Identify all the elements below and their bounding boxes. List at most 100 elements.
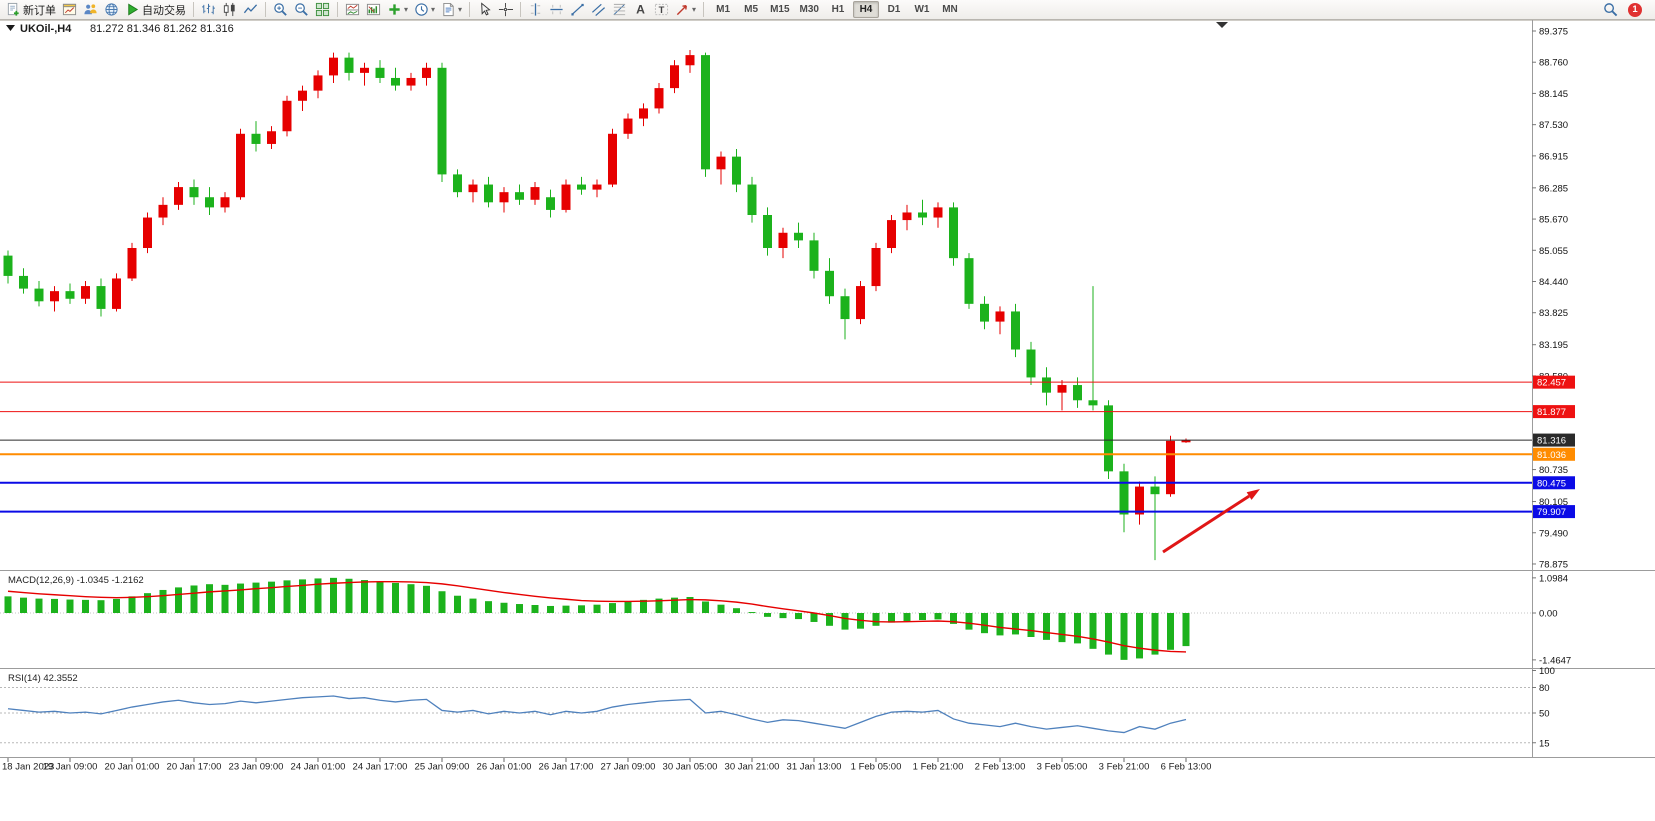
macd-axis-label: 1.0984 — [1539, 573, 1568, 584]
price-axis-label: 89.375 — [1539, 27, 1568, 38]
candle-body — [933, 207, 943, 218]
indicator-list-button[interactable] — [363, 1, 384, 19]
trendline-button[interactable] — [567, 1, 588, 19]
fibonacci-button[interactable] — [609, 1, 630, 19]
candle-body — [546, 197, 555, 210]
new-chart-button[interactable] — [59, 1, 80, 19]
crosshair-button[interactable] — [495, 1, 516, 19]
arrows-dropdown[interactable]: ▾ — [672, 1, 699, 19]
macd-histogram-bar — [144, 593, 151, 613]
macd-histogram-bar — [748, 612, 756, 614]
search-button[interactable] — [1600, 1, 1621, 19]
add-indicator-dropdown[interactable]: ▾ — [384, 1, 411, 19]
timeframe-button-M30[interactable]: M30 — [799, 4, 819, 15]
new-order-button[interactable]: 新订单 — [3, 1, 59, 19]
candle-body — [716, 156, 726, 170]
horizontal-line-button[interactable] — [546, 1, 567, 19]
periods-dropdown[interactable]: ▾ — [411, 1, 438, 19]
candle — [871, 242, 881, 292]
timeframe-button-M15[interactable]: M15 — [770, 4, 790, 15]
vertical-line-button[interactable] — [525, 1, 546, 19]
price-axis[interactable]: 89.375 88.760 88.145 87.530 86.915 86.285 85.6… — [1532, 27, 1575, 750]
macd-histogram-bar — [810, 613, 818, 622]
timeframe-button-W1[interactable]: W1 — [914, 4, 930, 15]
time-axis-label: 30 Jan 05:00 — [663, 762, 718, 773]
trend-arrow-object[interactable] — [1162, 494, 1250, 554]
zoom-out-button[interactable] — [291, 1, 312, 19]
bar-chart-button[interactable] — [198, 1, 219, 19]
candlestick-chart-icon — [222, 2, 237, 17]
candle-body — [437, 67, 447, 175]
timeframe-button-MN[interactable]: MN — [942, 4, 958, 15]
candle — [670, 60, 679, 94]
candle-body — [825, 270, 834, 297]
line-chart-button[interactable] — [240, 1, 261, 19]
macd-histogram-bar — [996, 613, 1004, 636]
candle — [1119, 463, 1129, 533]
profiles-button[interactable] — [80, 1, 101, 19]
price-axis-label: 88.760 — [1539, 58, 1568, 69]
timeframe-button-D1[interactable]: D1 — [887, 4, 901, 15]
price-axis-label: 80.735 — [1539, 465, 1568, 476]
macd-histogram-bar — [516, 604, 523, 613]
price-badge — [1533, 375, 1575, 389]
new-order-icon — [6, 2, 21, 17]
tile-windows-icon — [315, 2, 330, 17]
toolbar-separator — [703, 2, 705, 17]
macd-histogram-bar — [779, 613, 787, 619]
horizontal-line-icon — [549, 2, 564, 17]
autotrading-button[interactable]: 自动交易 — [122, 1, 189, 19]
templates-dropdown[interactable]: ▾ — [438, 1, 465, 19]
time-axis-label: 18 Jan 2023 — [2, 762, 54, 773]
candle — [65, 283, 75, 304]
candle — [561, 179, 571, 213]
indicators-button[interactable] — [342, 1, 363, 19]
macd-histogram-bar — [66, 599, 74, 613]
dropdown-arrow-icon: ▾ — [431, 4, 436, 14]
candle-body — [50, 291, 59, 302]
candle — [1135, 481, 1144, 525]
timeframe-button-H4[interactable]: H4 — [852, 1, 879, 18]
macd-histogram-bar — [671, 597, 678, 613]
line-chart-icon — [243, 2, 258, 17]
candle — [437, 62, 447, 183]
chart-menu-icon[interactable] — [6, 25, 15, 31]
macd-histogram-bar — [950, 613, 957, 624]
macd-histogram-bar — [237, 583, 244, 613]
candle-body — [794, 232, 803, 241]
candlestick-chart-button[interactable] — [219, 1, 240, 19]
macd-histogram-bar — [345, 578, 353, 613]
macd-histogram-bar — [20, 597, 27, 613]
cursor-button[interactable] — [474, 1, 495, 19]
candle — [1026, 341, 1036, 386]
zoom-in-button[interactable] — [270, 1, 291, 19]
price-axis-label: 80.105 — [1539, 497, 1568, 508]
toolbar-separator — [265, 2, 266, 17]
data-window-button[interactable] — [101, 1, 122, 19]
chart-shift-marker[interactable] — [1216, 22, 1228, 28]
candle — [34, 280, 44, 307]
timeframe-button-H1[interactable]: H1 — [831, 4, 845, 15]
time-axis-label: 20 Jan 17:00 — [167, 762, 222, 773]
macd-histogram-bar — [965, 613, 973, 630]
timeframe-button-M1[interactable]: M1 — [716, 4, 731, 15]
macd-histogram-bar — [562, 605, 570, 613]
fibonacci-icon — [612, 2, 627, 17]
candle-body — [1073, 385, 1082, 401]
macd-histogram-bar — [547, 605, 554, 613]
text-label-button[interactable] — [651, 1, 672, 19]
notification-badge[interactable]: 1 — [1628, 2, 1642, 17]
candle — [530, 182, 540, 205]
channel-button[interactable] — [588, 1, 609, 19]
time-axis-label: 19 Jan 09:00 — [43, 762, 98, 773]
macd-histogram-bar — [1058, 613, 1066, 643]
toolbar-separator — [520, 2, 522, 17]
text-button[interactable] — [630, 1, 651, 19]
timeframe-button-M5[interactable]: M5 — [744, 4, 759, 15]
candle — [685, 50, 695, 73]
candle — [763, 207, 772, 256]
tile-windows-button[interactable] — [312, 1, 333, 19]
macd-histogram-bar — [268, 581, 275, 613]
